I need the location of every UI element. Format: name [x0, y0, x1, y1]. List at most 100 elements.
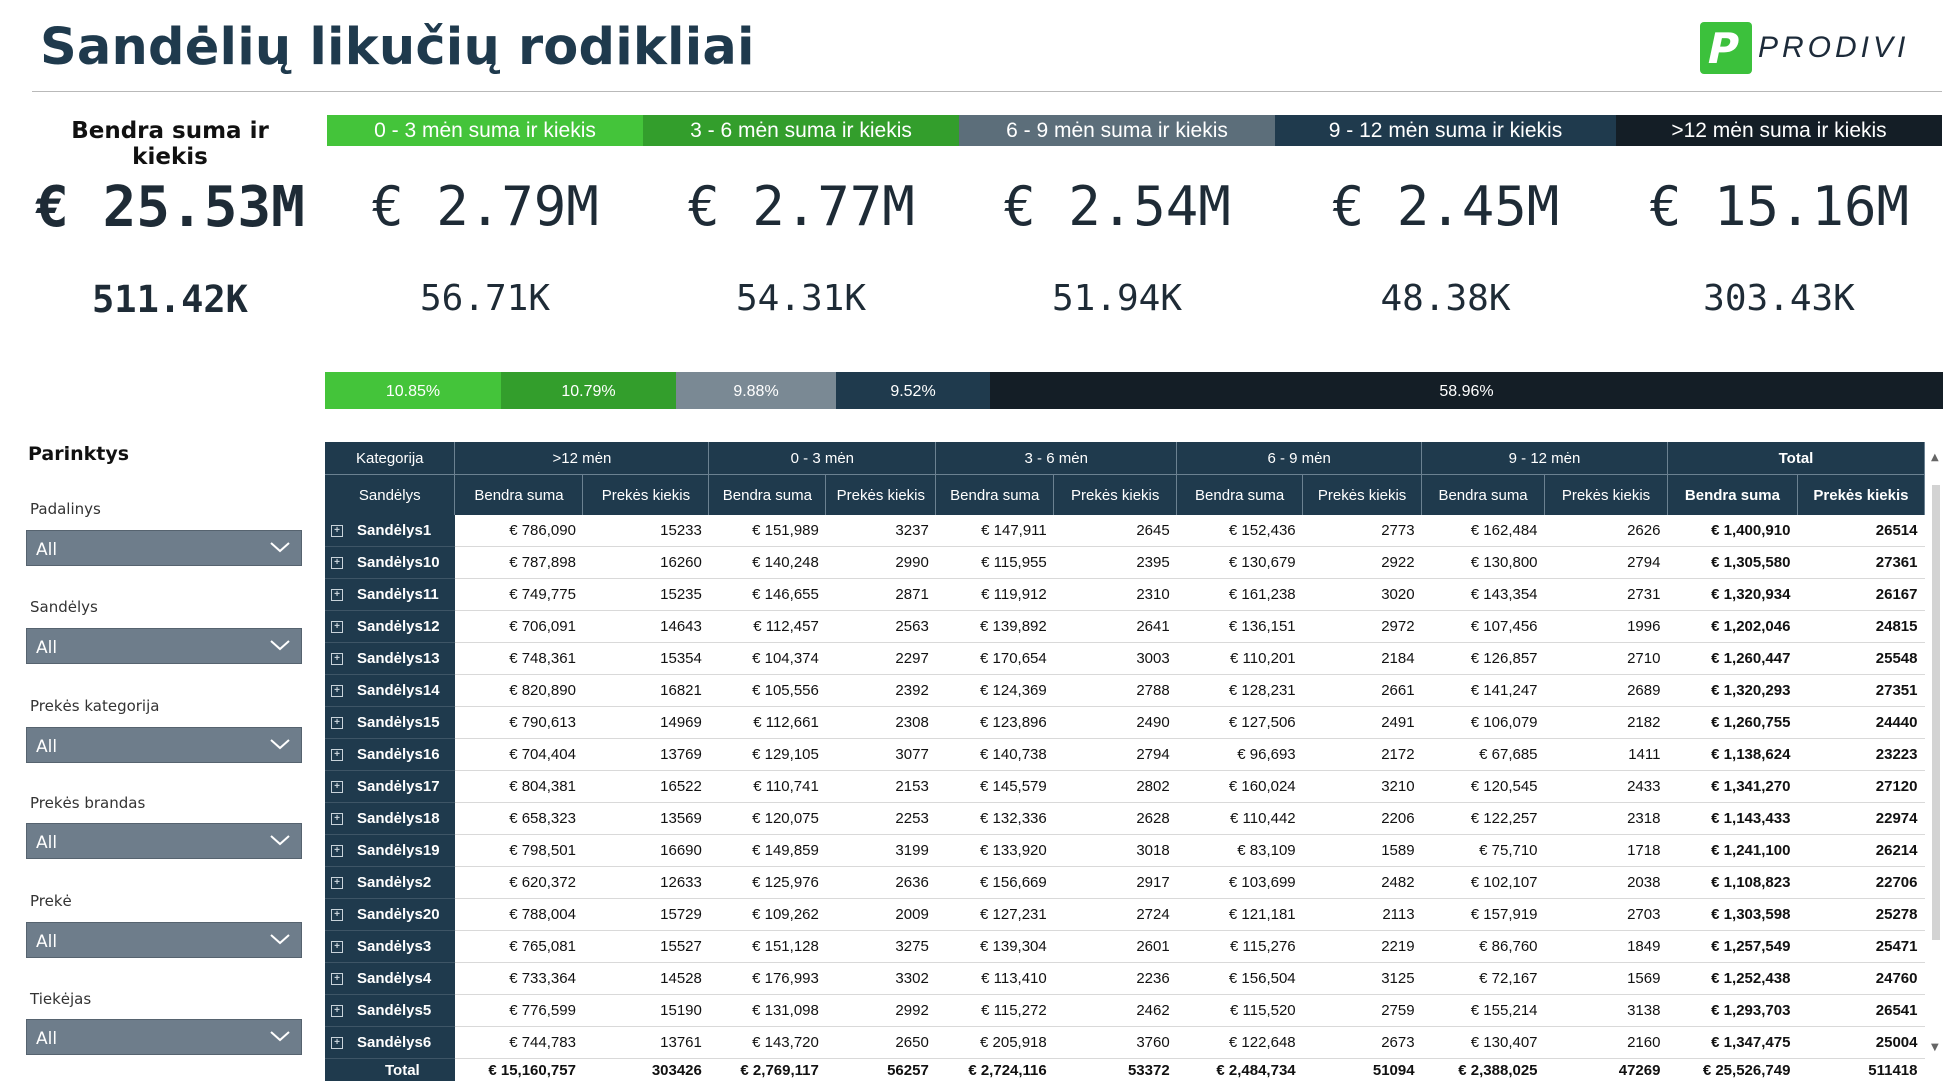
header-subcol[interactable]: Bendra suma — [935, 474, 1055, 515]
filter-dropdown-kategorija[interactable]: All — [26, 727, 302, 763]
expand-icon[interactable]: + — [331, 653, 343, 666]
row-header[interactable]: + Sandėlys14 — [325, 674, 455, 707]
header-subcol[interactable]: Prekės kiekis — [1302, 474, 1423, 515]
expand-icon[interactable]: + — [331, 749, 343, 762]
expand-icon[interactable]: + — [331, 877, 343, 890]
row-header[interactable]: + Sandėlys12 — [325, 610, 455, 643]
table-cell: € 139,304 — [935, 930, 1054, 963]
chevron-down-icon — [270, 739, 290, 750]
table-cell: € 1,252,438 — [1667, 962, 1798, 995]
table-cell: 3138 — [1544, 994, 1668, 1027]
table-cell: 26167 — [1797, 578, 1925, 611]
table-cell: 3125 — [1302, 962, 1422, 995]
row-header[interactable]: + Sandėlys20 — [325, 898, 455, 931]
table-cell: 27120 — [1797, 770, 1925, 803]
table-cell: 3077 — [825, 738, 936, 771]
header-kategorija: Kategorija — [325, 442, 456, 475]
expand-icon[interactable]: + — [331, 909, 343, 922]
header-subcol[interactable]: Prekės kiekis — [1053, 474, 1178, 515]
header-subcol[interactable]: Bendra suma — [1176, 474, 1304, 515]
header-subcol[interactable]: Prekės kiekis — [1544, 474, 1668, 515]
filter-dropdown-tiekejas[interactable]: All — [26, 1019, 302, 1055]
header-group-total[interactable]: Total — [1667, 442, 1926, 475]
table-scrollbar[interactable] — [1932, 485, 1940, 940]
row-header[interactable]: + Sandėlys17 — [325, 770, 455, 803]
expand-icon[interactable]: + — [331, 589, 343, 602]
kpi-label-6-9: 6 - 9 mėn suma ir kiekis — [959, 115, 1275, 146]
row-header[interactable]: + Sandėlys11 — [325, 578, 455, 611]
filter-dropdown-brandas[interactable]: All — [26, 823, 302, 859]
table-cell: 2318 — [1544, 802, 1668, 835]
row-header[interactable]: + Sandėlys16 — [325, 738, 455, 771]
header-subcol[interactable]: Bendra suma — [1667, 474, 1798, 515]
header-group-0-3[interactable]: 0 - 3 mėn — [708, 442, 937, 475]
filter-value: All — [36, 1029, 58, 1049]
table-cell: 27351 — [1797, 674, 1925, 707]
header-subcol[interactable]: Bendra suma — [708, 474, 827, 515]
filter-value: All — [36, 932, 58, 952]
table-cell: 2491 — [1302, 706, 1422, 739]
row-label: Sandėlys2 — [357, 874, 432, 891]
row-header[interactable]: + Sandėlys6 — [325, 1026, 455, 1059]
expand-icon[interactable]: + — [331, 845, 343, 858]
table-cell: € 83,109 — [1176, 834, 1303, 867]
table-cell: 53372 — [1127, 1061, 1170, 1079]
header-subcol[interactable]: Prekės kiekis — [1797, 474, 1926, 515]
table-cell: 2922 — [1302, 546, 1422, 579]
row-header[interactable]: + Sandėlys2 — [325, 866, 455, 899]
expand-icon[interactable]: + — [331, 1005, 343, 1018]
row-header[interactable]: + Sandėlys15 — [325, 706, 455, 739]
table-cell: 3302 — [825, 962, 936, 995]
expand-icon[interactable]: + — [331, 1037, 343, 1050]
expand-icon[interactable]: + — [331, 941, 343, 954]
row-header[interactable]: + Sandėlys13 — [325, 642, 455, 675]
table-cell: € 151,128 — [708, 930, 826, 963]
table-cell: € 1,138,624 — [1667, 738, 1798, 771]
table-cell: 2206 — [1302, 802, 1422, 835]
table-cell: € 152,436 — [1176, 515, 1303, 547]
table-cell: € 67,685 — [1421, 738, 1545, 771]
row-header[interactable]: + Sandėlys18 — [325, 802, 455, 835]
row-header[interactable]: + Sandėlys4 — [325, 962, 455, 995]
header-subcol[interactable]: Prekės kiekis — [825, 474, 937, 515]
expand-icon[interactable]: + — [331, 557, 343, 570]
table-cell: 2601 — [1053, 930, 1177, 963]
row-header[interactable]: + Sandėlys1 — [325, 515, 455, 547]
header-sandelys[interactable]: Sandėlys — [325, 474, 456, 515]
header-subcol[interactable]: Bendra suma — [454, 474, 584, 515]
table-cell: 2563 — [825, 610, 936, 643]
header-group-12-plus[interactable]: >12 mėn — [454, 442, 710, 475]
kpi-qty-12-plus: 303.43K — [1703, 278, 1855, 319]
expand-icon[interactable]: + — [331, 525, 343, 538]
table-cell: € 787,898 — [454, 546, 583, 579]
row-header[interactable]: + Sandėlys10 — [325, 546, 455, 579]
row-header[interactable]: + Sandėlys5 — [325, 994, 455, 1027]
expand-icon[interactable]: + — [331, 685, 343, 698]
table-cell: € 788,004 — [454, 898, 583, 931]
table-cell: 2794 — [1053, 738, 1177, 771]
table-cell: 22706 — [1797, 866, 1925, 899]
header-subcol[interactable]: Bendra suma — [1421, 474, 1546, 515]
expand-icon[interactable]: + — [331, 973, 343, 986]
filter-dropdown-sandelys[interactable]: All — [26, 628, 302, 664]
filter-dropdown-padalinys[interactable]: All — [26, 530, 302, 566]
header-group-9-12[interactable]: 9 - 12 mėn — [1421, 442, 1668, 475]
scroll-up-icon[interactable]: ▲ — [1931, 452, 1939, 463]
row-header-total[interactable]: Total — [325, 1058, 455, 1081]
expand-icon[interactable]: + — [331, 717, 343, 730]
table-cell: 15235 — [582, 578, 709, 611]
header-group-3-6[interactable]: 3 - 6 mėn — [935, 442, 1178, 475]
row-header[interactable]: + Sandėlys3 — [325, 930, 455, 963]
expand-icon[interactable]: + — [331, 813, 343, 826]
filter-dropdown-preke[interactable]: All — [26, 922, 302, 958]
expand-icon[interactable]: + — [331, 781, 343, 794]
header-subcol[interactable]: Prekės kiekis — [582, 474, 710, 515]
table-cell: 2219 — [1302, 930, 1422, 963]
row-header[interactable]: + Sandėlys19 — [325, 834, 455, 867]
scroll-down-icon[interactable]: ▼ — [1931, 1042, 1939, 1053]
table-row: + Sandėlys4 € 733,364 14528 € 176,993 3302 € 1… — [325, 962, 1925, 995]
table-cell: € 157,919 — [1421, 898, 1545, 931]
expand-icon[interactable]: + — [331, 621, 343, 634]
header-group-6-9[interactable]: 6 - 9 mėn — [1176, 442, 1423, 475]
table-cell: € 176,993 — [708, 962, 826, 995]
